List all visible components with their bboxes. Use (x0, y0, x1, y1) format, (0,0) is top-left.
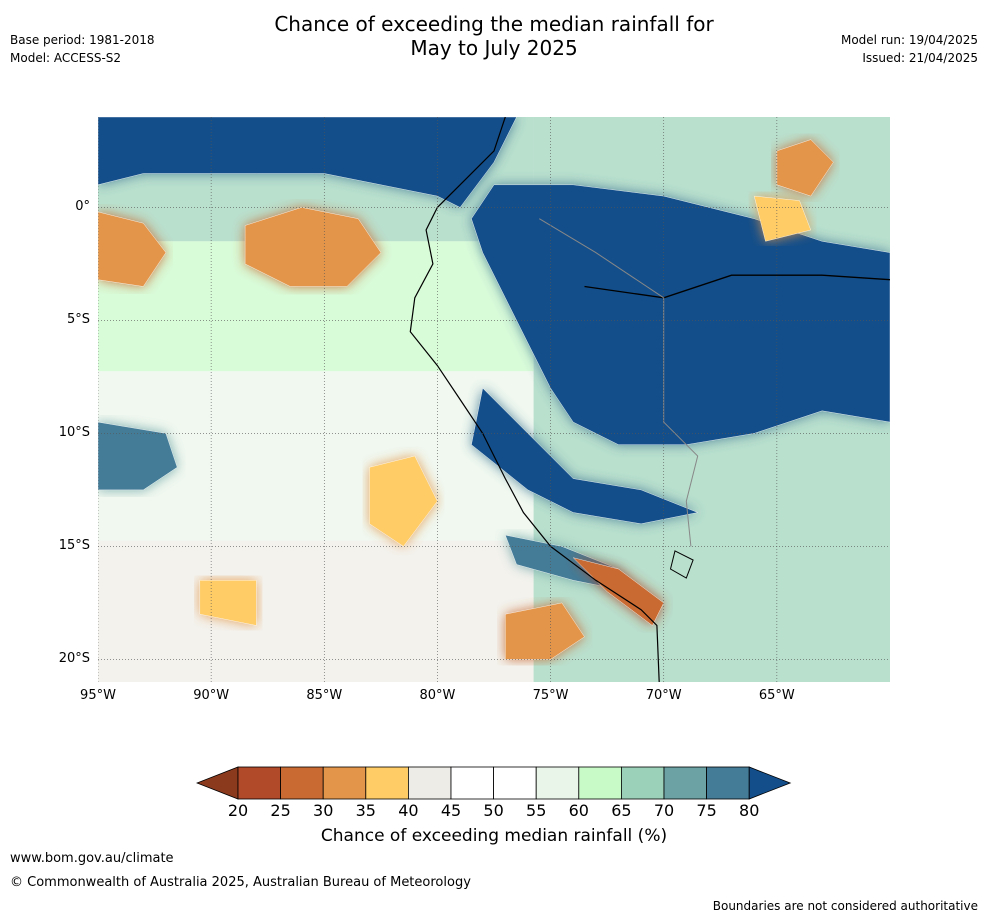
colorbar-tick-label: 55 (526, 801, 547, 820)
map-gridlines (98, 117, 890, 682)
map-title: Chance of exceeding the median rainfall … (0, 12, 988, 60)
coastline-path (409, 117, 660, 682)
longitude-label: 90°W (193, 688, 230, 703)
colorbar-segment (407, 766, 452, 800)
colorbar-label: Chance of exceeding median rainfall (%) (320, 826, 668, 846)
boundary-disclaimer: Boundaries are not considered authoritat… (712, 899, 978, 913)
colorbar-tick-label: 30 (313, 801, 334, 820)
base-band-3 (98, 540, 534, 682)
colorbar-segment (450, 766, 494, 800)
longitude-label: 75°W (532, 688, 569, 703)
amazon-river (584, 274, 890, 299)
colorbar-tick-label: 25 (270, 801, 291, 820)
colorbar-tick-label: 75 (696, 801, 717, 820)
region-north-east-pacific-wet (98, 117, 517, 208)
colorbar-segment (493, 766, 537, 800)
region-central-ocean-dry (244, 207, 382, 287)
latitude-label: 5°S (66, 312, 90, 328)
region-west-ocean-wet (98, 421, 178, 491)
issued-date: Issued: 21/04/2025 (862, 51, 978, 65)
colorbar-segment (280, 766, 324, 800)
colorbar-tick-label: 20 (227, 801, 249, 820)
latitude-label: 20°S (58, 651, 90, 667)
colorbar-tick-label: 70 (653, 801, 675, 820)
colorbar-segment (237, 766, 281, 800)
colorbar-tick-label: 50 (483, 801, 504, 820)
base-period: Base period: 1981-2018 (10, 33, 155, 47)
colorbar-segment (706, 766, 750, 800)
longitude-label: 85°W (306, 688, 343, 703)
model-name: Model: ACCESS-S2 (10, 51, 122, 65)
latitude-label: 0° (75, 199, 90, 215)
region-amazon-wet (471, 184, 890, 445)
colorbar-arrow-low (196, 766, 239, 800)
rainfall-map (98, 117, 890, 682)
model-run: Model run: 19/04/2025 (840, 33, 978, 47)
coastline (409, 117, 890, 682)
region-ecuador-dry (753, 195, 812, 242)
colorbar-segment (365, 766, 409, 800)
region-south-ocean-dry-2 (199, 580, 257, 626)
region-south-ocean-dry-1 (369, 455, 438, 547)
colorbar-tick-label: 35 (355, 801, 376, 820)
longitude-label: 65°W (758, 688, 795, 703)
meta-right: Model run: 19/04/2025 Issued: 21/04/2025 (841, 31, 978, 67)
latitude-label: 10°S (58, 425, 90, 441)
title-line-2: May to July 2025 (410, 36, 578, 60)
region-west-ocean-dry (98, 211, 167, 287)
colorbar-tick-label: 60 (568, 801, 589, 820)
longitude-label: 70°W (645, 688, 682, 703)
longitude-label: 80°W (419, 688, 456, 703)
colorbar-segment (620, 766, 665, 800)
region-chile-coast-dry (572, 557, 664, 626)
colorbar-tick-label: 45 (440, 801, 462, 820)
copyright-notice: © Commonwealth of Australia 2025, Austra… (10, 875, 471, 890)
lake-titicaca (669, 550, 694, 579)
colorbar-tick-label: 65 (611, 801, 632, 820)
title-line-1: Chance of exceeding the median rainfall … (274, 12, 714, 36)
colorbar-segment (535, 766, 580, 800)
region-south-ocean-dry-3 (505, 602, 585, 660)
country-border (539, 218, 699, 547)
longitude-label: 95°W (80, 688, 116, 703)
colorbar-segment (663, 766, 707, 800)
latitude-label: 15°S (58, 538, 90, 554)
colorbar-segment (578, 766, 622, 800)
region-east-dry (776, 139, 834, 197)
meta-left: Base period: 1981-2018 Model: ACCESS-S2 (10, 31, 155, 67)
colorbar-arrow-high (748, 766, 792, 800)
probability-regions (98, 117, 890, 660)
colorbar-segment (322, 766, 367, 800)
map-area (98, 117, 890, 682)
colorbar-tick-label: 80 (739, 801, 760, 820)
site-url[interactable]: www.bom.gov.au/climate (10, 851, 174, 866)
colorbar-tick-label: 40 (398, 801, 419, 820)
colorbar (196, 766, 792, 800)
